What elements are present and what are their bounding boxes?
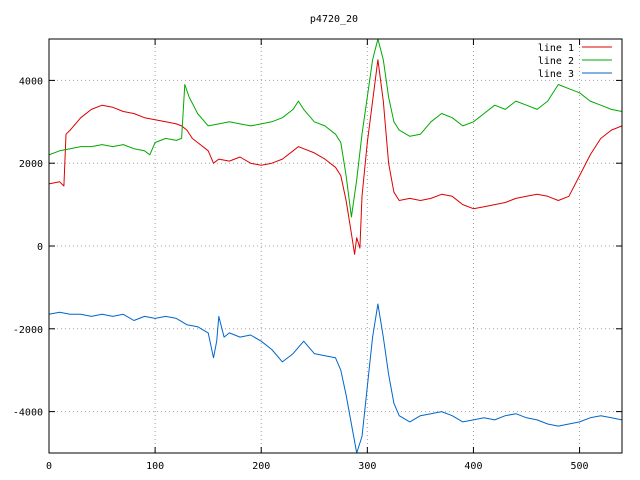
series-line-3 xyxy=(48,303,623,454)
y-tick-label: 4000 xyxy=(19,76,43,87)
grid xyxy=(49,39,622,453)
y-tick-label: 0 xyxy=(37,242,43,253)
series-layer xyxy=(48,38,623,454)
x-tick-label: 100 xyxy=(146,461,164,472)
x-tick-label: 400 xyxy=(464,461,482,472)
series-line-2 xyxy=(48,38,623,218)
axis-ticks: 0 100 200 300 400 500 -4000 -2000 0 2000 4000 xyxy=(13,39,622,472)
y-tick-label: -2000 xyxy=(13,325,43,336)
series-line-1 xyxy=(48,59,623,255)
chart-title: p4720_20 xyxy=(310,14,358,25)
legend-label-3: line 3 xyxy=(538,69,574,80)
x-tick-label: 200 xyxy=(252,461,270,472)
x-tick-label: 0 xyxy=(46,461,52,472)
plot-frame xyxy=(48,38,623,454)
x-tick-label: 300 xyxy=(358,461,376,472)
x-tick-label: 500 xyxy=(571,461,589,472)
y-tick-label: -4000 xyxy=(13,408,43,419)
legend: line 1 line 2 line 3 xyxy=(538,43,612,80)
legend-label-2: line 2 xyxy=(538,56,574,67)
legend-label-1: line 1 xyxy=(538,43,574,54)
y-tick-label: 2000 xyxy=(19,159,43,170)
